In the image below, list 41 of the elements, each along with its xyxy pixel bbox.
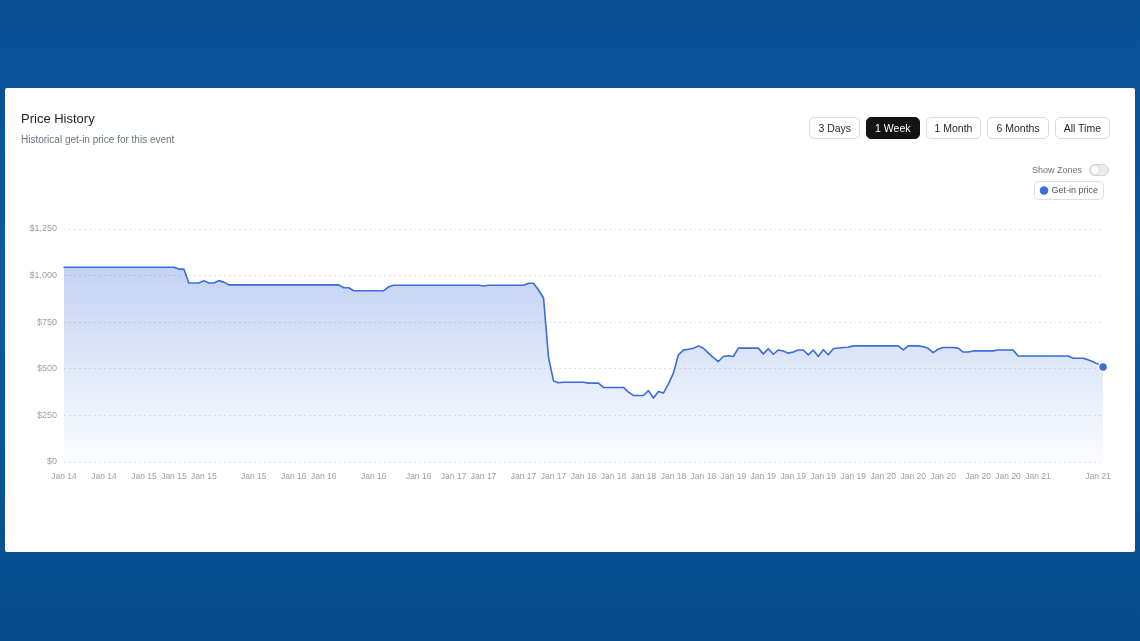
x-tick-label: Jan 15 [131, 471, 157, 482]
x-tick-label: Jan 15 [191, 471, 217, 482]
chart-title: Price History [21, 111, 95, 127]
x-tick-label: Jan 20 [965, 471, 992, 482]
x-tick-label: Jan 18 [690, 471, 717, 482]
x-tick-label: Jan 20 [995, 471, 1022, 482]
chart-subtitle: Historical get-in price for this event [21, 134, 175, 146]
y-tick-label: $250 [36, 409, 57, 420]
x-tick-label: Jan 20 [870, 471, 897, 482]
x-tick-label: Jan 21 [1025, 471, 1052, 482]
x-tick-label: Jan 18 [660, 471, 687, 482]
x-tick-label: Jan 17 [470, 471, 497, 482]
x-tick-label: Jan 19 [810, 471, 837, 482]
x-tick-label: Jan 16 [281, 471, 307, 482]
x-tick-label: Jan 14 [51, 471, 78, 482]
x-tick-label: Jan 16 [310, 471, 337, 482]
legend-label: Get-in price [1051, 184, 1099, 195]
x-tick-label: Jan 20 [930, 471, 957, 482]
y-tick-label: $500 [36, 363, 57, 374]
y-tick-label: $1,000 [29, 270, 57, 281]
x-tick-label: Jan 19 [720, 471, 747, 482]
x-tick-label: Jan 18 [600, 471, 627, 482]
x-tick-label: Jan 15 [241, 471, 267, 482]
x-tick-label: Jan 17 [440, 471, 467, 482]
x-tick-label: Jan 19 [750, 471, 777, 482]
text: Show Zones [1031, 164, 1082, 176]
x-tick-label: Jan 20 [900, 471, 927, 482]
x-tick-label: Jan 14 [91, 471, 117, 482]
x-tick-label: Jan 21 [1085, 471, 1112, 482]
x-tick-label: Jan 17 [540, 471, 567, 482]
x-tick-label: Jan 16 [360, 471, 387, 482]
x-tick-label: Jan 19 [840, 471, 867, 482]
y-tick-label: $750 [36, 316, 57, 327]
y-tick-label: $1,250 [29, 223, 57, 234]
x-tick-label: Jan 18 [630, 471, 657, 482]
y-tick-label: $0 [46, 456, 57, 467]
x-tick-label: Jan 17 [510, 471, 537, 482]
x-tick-label: Jan 18 [570, 471, 597, 482]
x-tick-label: Jan 16 [405, 471, 432, 482]
x-tick-label: Jan 15 [161, 471, 187, 482]
x-tick-label: Jan 19 [780, 471, 807, 482]
